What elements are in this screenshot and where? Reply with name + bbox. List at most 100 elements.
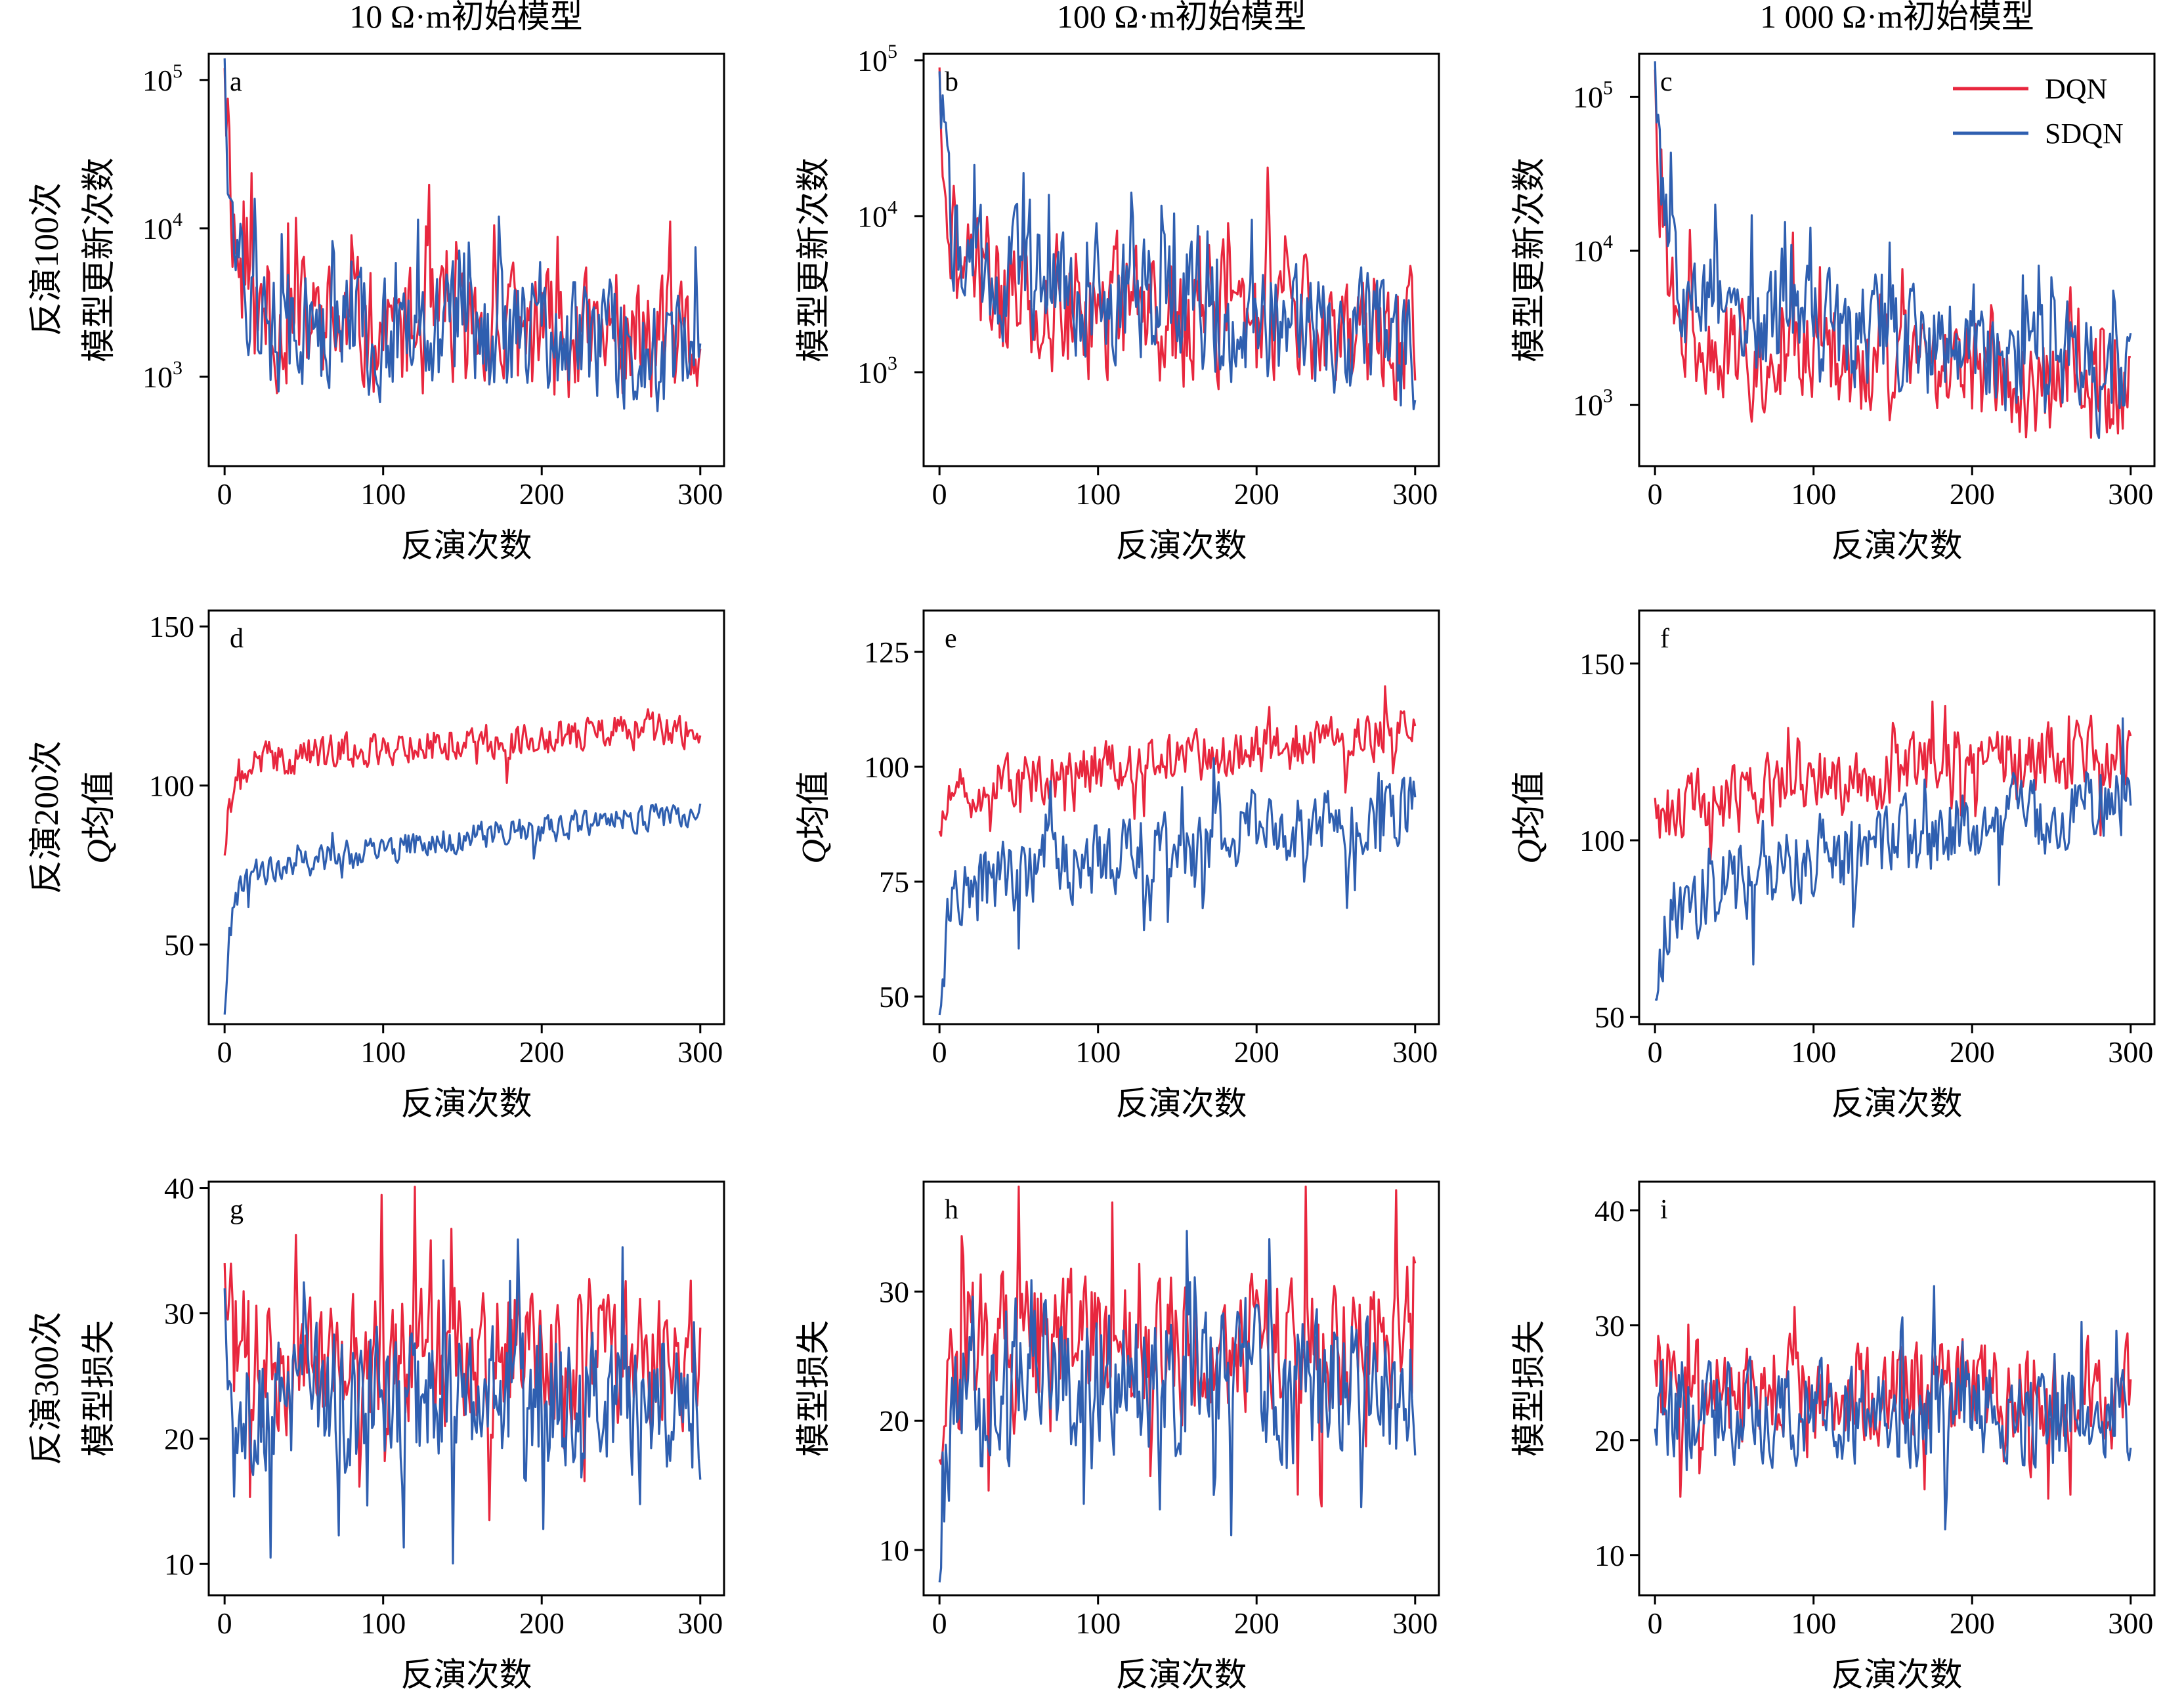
y-tick-label: 20 [164, 1422, 194, 1455]
panel-label: e [945, 624, 957, 654]
panel-label: b [945, 67, 958, 97]
x-tick-label: 300 [677, 1606, 723, 1640]
plot-frame [207, 609, 725, 1025]
x-tick-label: 200 [519, 1035, 565, 1069]
x-axis-label: 反演次数 [401, 1656, 532, 1693]
panel-d: 0 100 200 300 50 100 150 d 反演次数 Q均值 [81, 609, 725, 1122]
series-dqn-line [938, 685, 1417, 837]
column-title-10: 10 Ω·m初始模型 [349, 0, 582, 35]
series-dqn-line [938, 1185, 1417, 1508]
x-tick-label: 100 [1075, 477, 1121, 511]
x-tick-label: 100 [360, 477, 406, 511]
series-sdqn-line [938, 1230, 1417, 1583]
x-tick-label: 100 [360, 1035, 406, 1069]
panel-f: 0 100 200 300 50 100 150 f 反演次数 Q均值 [1511, 609, 2156, 1122]
x-tick-label: 200 [1950, 1606, 1995, 1640]
y-tick-label: 105 [857, 41, 897, 77]
panel-c: 0 100 200 300 103 104 105 c 反演次数 模型更新次数 [1511, 53, 2156, 564]
panel-e: 0 100 200 300 50 75 100 125 e 反演次数 Q均值 [796, 609, 1440, 1122]
x-tick-label: 200 [1234, 477, 1279, 511]
y-tick-label: 10 [164, 1547, 194, 1581]
x-tick-label: 300 [1392, 1606, 1438, 1640]
x-tick-label: 0 [217, 477, 232, 511]
y-axis-label: 模型损失 [81, 1320, 118, 1457]
legend-label-dqn: DQN [2045, 73, 2107, 105]
panel-label: i [1660, 1195, 1668, 1225]
y-tick-label: 103 [857, 353, 897, 389]
x-axis-label: 反演次数 [1116, 1085, 1247, 1122]
plot-frame [1638, 1180, 2156, 1597]
x-tick-label: 100 [1075, 1035, 1121, 1069]
panel-a: 0 100 200 300 103 104 105 a 反演次数 模型更新次数 [81, 53, 725, 564]
series-sdqn-line [223, 58, 702, 412]
y-tick-label: 100 [149, 769, 194, 803]
y-axis-label: Q均值 [796, 771, 833, 864]
x-tick-label: 300 [677, 477, 723, 511]
x-axis-label: 反演次数 [1116, 1656, 1247, 1693]
row-label-300: 反演300次 [28, 1312, 66, 1465]
y-tick-label: 10 [879, 1534, 909, 1567]
series-dqn-line [1654, 70, 2131, 439]
column-title-1000: 1 000 Ω·m初始模型 [1760, 0, 2034, 35]
y-axis-label: Q均值 [1511, 771, 1549, 864]
y-tick-label: 100 [864, 750, 909, 784]
y-tick-label: 50 [164, 928, 194, 962]
panel-label: c [1660, 67, 1673, 97]
x-tick-label: 300 [2108, 477, 2153, 511]
x-tick-label: 100 [1075, 1606, 1121, 1640]
panel-b: 0 100 200 300 103 104 105 b 反演次数 模型更新次数 [796, 41, 1440, 564]
y-axis-label: Q均值 [81, 771, 118, 864]
panel-g: 0 100 200 300 10 20 30 40 g 反演次数 模型损失 [81, 1172, 725, 1693]
x-tick-label: 200 [1950, 477, 1995, 511]
y-axis-label: 模型更新次数 [81, 158, 118, 362]
plot-frame [1638, 53, 2156, 467]
plot-frame [922, 53, 1440, 467]
x-axis-label: 反演次数 [401, 527, 532, 564]
y-tick-label: 30 [164, 1297, 194, 1330]
y-tick-label: 20 [879, 1404, 909, 1438]
x-axis-label: 反演次数 [401, 1085, 532, 1122]
x-tick-label: 100 [1791, 477, 1836, 511]
y-axis-label: 模型更新次数 [796, 158, 833, 362]
panel-i: 0 100 200 300 10 20 30 40 i 反演次数 模型损失 [1511, 1180, 2156, 1693]
y-tick-label: 104 [857, 196, 897, 233]
x-tick-label: 0 [217, 1606, 232, 1640]
panel-label: d [230, 624, 244, 654]
row-label-100: 反演100次 [28, 183, 66, 336]
series-sdqn-line [938, 757, 1417, 1016]
legend-label-sdqn: SDQN [2045, 118, 2124, 150]
x-tick-label: 0 [1648, 1035, 1663, 1069]
x-tick-label: 100 [360, 1606, 406, 1640]
x-tick-label: 200 [1950, 1035, 1995, 1069]
panel-h: 0 100 200 300 10 20 30 h 反演次数 模型损失 [796, 1180, 1440, 1693]
y-tick-label: 105 [142, 60, 182, 97]
series-sdqn-line [1654, 61, 2132, 439]
plot-frame [922, 1180, 1440, 1597]
legend: DQN SDQN [1953, 73, 2124, 150]
x-tick-label: 100 [1791, 1035, 1836, 1069]
x-axis-label: 反演次数 [1831, 527, 1963, 564]
y-tick-label: 75 [879, 865, 909, 899]
series-sdqn-line [938, 71, 1417, 410]
x-tick-label: 0 [932, 477, 947, 511]
x-tick-label: 200 [519, 477, 565, 511]
series-sdqn-line [1654, 1285, 2132, 1531]
y-tick-label: 150 [1579, 647, 1625, 681]
y-tick-label: 103 [142, 357, 182, 394]
x-axis-label: 反演次数 [1831, 1656, 1963, 1693]
y-tick-label: 40 [164, 1172, 194, 1205]
y-tick-label: 30 [1595, 1309, 1625, 1343]
y-tick-label: 50 [879, 980, 909, 1014]
x-tick-label: 300 [2108, 1035, 2153, 1069]
x-tick-label: 300 [1392, 477, 1438, 511]
y-tick-label: 10 [1595, 1539, 1625, 1572]
series-sdqn-line [223, 1238, 702, 1565]
y-tick-label: 104 [1573, 231, 1613, 268]
series-dqn-line [223, 708, 702, 856]
panel-label: f [1660, 624, 1669, 654]
x-tick-label: 300 [1392, 1035, 1438, 1069]
x-tick-label: 300 [2108, 1606, 2153, 1640]
plot-frame [922, 609, 1440, 1025]
